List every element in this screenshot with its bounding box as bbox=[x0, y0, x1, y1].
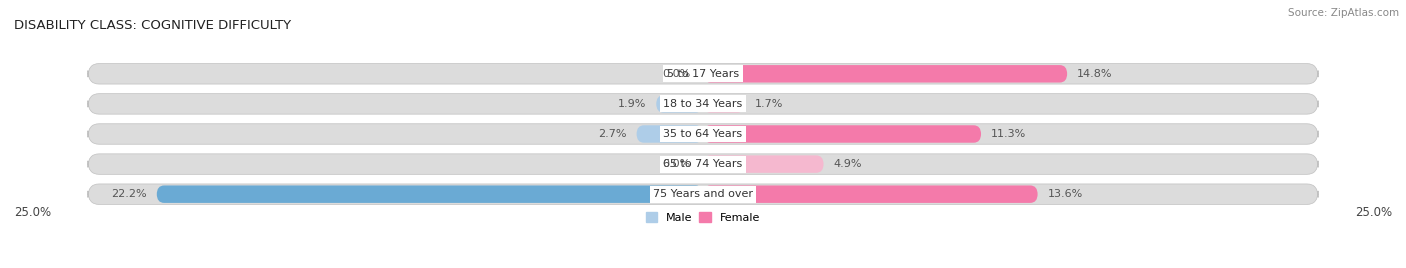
FancyBboxPatch shape bbox=[87, 154, 1319, 174]
FancyBboxPatch shape bbox=[87, 124, 1319, 144]
Text: 13.6%: 13.6% bbox=[1047, 189, 1083, 199]
FancyBboxPatch shape bbox=[703, 155, 824, 173]
FancyBboxPatch shape bbox=[157, 185, 703, 203]
Text: 2.7%: 2.7% bbox=[598, 129, 627, 139]
Text: 35 to 64 Years: 35 to 64 Years bbox=[664, 129, 742, 139]
FancyBboxPatch shape bbox=[703, 185, 1038, 203]
Text: 1.9%: 1.9% bbox=[619, 99, 647, 109]
Text: DISABILITY CLASS: COGNITIVE DIFFICULTY: DISABILITY CLASS: COGNITIVE DIFFICULTY bbox=[14, 19, 291, 32]
Text: 14.8%: 14.8% bbox=[1077, 69, 1112, 79]
FancyBboxPatch shape bbox=[703, 125, 981, 143]
FancyBboxPatch shape bbox=[87, 184, 1319, 204]
Text: 65 to 74 Years: 65 to 74 Years bbox=[664, 159, 742, 169]
FancyBboxPatch shape bbox=[87, 94, 1319, 114]
FancyBboxPatch shape bbox=[637, 125, 703, 143]
Text: 25.0%: 25.0% bbox=[1355, 206, 1392, 219]
Text: Source: ZipAtlas.com: Source: ZipAtlas.com bbox=[1288, 8, 1399, 18]
Legend: Male, Female: Male, Female bbox=[647, 212, 759, 223]
FancyBboxPatch shape bbox=[657, 95, 703, 113]
Text: 25.0%: 25.0% bbox=[14, 206, 51, 219]
FancyBboxPatch shape bbox=[703, 65, 1067, 83]
Text: 0.0%: 0.0% bbox=[662, 159, 690, 169]
FancyBboxPatch shape bbox=[87, 64, 1319, 84]
Text: 18 to 34 Years: 18 to 34 Years bbox=[664, 99, 742, 109]
Text: 0.0%: 0.0% bbox=[662, 69, 690, 79]
Text: 1.7%: 1.7% bbox=[755, 99, 783, 109]
Text: 75 Years and over: 75 Years and over bbox=[652, 189, 754, 199]
Text: 4.9%: 4.9% bbox=[834, 159, 862, 169]
Text: 11.3%: 11.3% bbox=[991, 129, 1026, 139]
Text: 5 to 17 Years: 5 to 17 Years bbox=[666, 69, 740, 79]
Text: 22.2%: 22.2% bbox=[111, 189, 148, 199]
FancyBboxPatch shape bbox=[703, 95, 745, 113]
